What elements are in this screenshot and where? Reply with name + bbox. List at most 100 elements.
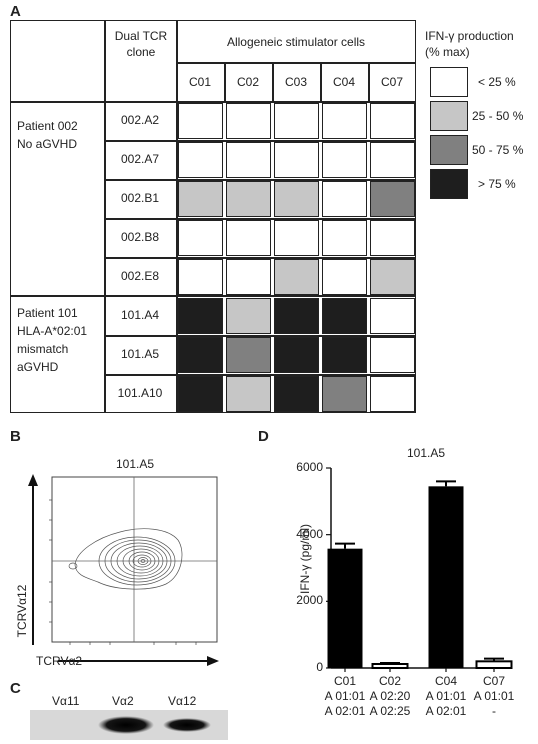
allogeneic-header: Allogeneic stimulator cells xyxy=(226,35,366,49)
western-blot xyxy=(30,710,228,740)
clone-label-002-e8: 002.E8 xyxy=(120,269,160,283)
sep-stim-col-4 xyxy=(368,62,370,101)
legend-swatch-gt75 xyxy=(430,169,468,199)
heat-cell-002-e8-c03 xyxy=(274,259,319,295)
bar-c04 xyxy=(428,486,464,668)
band-va2 xyxy=(98,716,154,734)
heat-cell-101-a4-c02 xyxy=(226,298,271,334)
x-cat-label-c01-0: C01 xyxy=(333,674,356,688)
panel-a-label: A xyxy=(10,3,21,20)
sep-row-4 xyxy=(104,257,416,259)
x-cat-label-c04-2: A 02:01 xyxy=(425,704,467,718)
heat-cell-101-a5-c02 xyxy=(226,337,271,373)
sep-stim-col-1 xyxy=(224,62,226,101)
table-frame xyxy=(10,20,416,413)
contour-5 xyxy=(116,545,164,577)
group-patient-002: Patient 002 No aGVHD xyxy=(17,117,78,153)
y-tick-label-2000: 2000 xyxy=(296,593,323,608)
stim-header-c03: C03 xyxy=(284,75,307,89)
group-101-line3: mismatch xyxy=(17,342,69,356)
legend-label-25-50: 25 - 50 % xyxy=(472,109,524,123)
heat-cell-002-e8-c02 xyxy=(226,259,271,295)
plot-frame xyxy=(51,476,218,643)
clone-label-101-a4: 101.A4 xyxy=(120,308,160,322)
heat-cell-101-a5-c01 xyxy=(178,337,223,373)
stim-header-c04: C04 xyxy=(332,75,355,89)
heat-cell-002-a2-c04 xyxy=(322,103,367,139)
group-101-line2: HLA-A*02:01 xyxy=(17,324,88,338)
heat-cell-002-a2-c03 xyxy=(274,103,319,139)
heat-cell-002-b8-c04 xyxy=(322,220,367,256)
group-101-line4: aGVHD xyxy=(17,360,59,374)
heat-cell-002-e8-c07 xyxy=(370,259,415,295)
heat-cell-002-b8-c01 xyxy=(178,220,223,256)
group-002-line2: No aGVHD xyxy=(17,137,78,151)
panel-b-xlabel: TCRVα2 xyxy=(36,654,83,668)
heat-cell-101-a4-c01 xyxy=(178,298,223,334)
heat-cell-101-a10-c07 xyxy=(370,376,415,412)
heat-cell-002-a7-c01 xyxy=(178,142,223,178)
dual-tcr-header-line2: clone xyxy=(126,45,156,59)
x-cat-label-c04-0: C04 xyxy=(434,674,457,688)
sep-row-1 xyxy=(104,140,416,142)
contour-tail xyxy=(68,562,78,570)
sep-header xyxy=(10,101,416,103)
contour-outer xyxy=(74,528,183,590)
legend-label-lt25: < 25 % xyxy=(478,75,516,89)
contour-8 xyxy=(132,554,152,568)
heat-cell-002-b8-c02 xyxy=(226,220,271,256)
sep-group-boundary xyxy=(10,295,416,297)
x-cat-label-c02-0: C02 xyxy=(378,674,401,688)
clone-label-002-a2: 002.A2 xyxy=(120,113,160,127)
contour-7 xyxy=(128,551,156,571)
band-va12 xyxy=(163,718,211,732)
lane-label-va11: Vα11 xyxy=(52,694,80,708)
heat-cell-002-e8-c01 xyxy=(178,259,223,295)
panel-b-label: B xyxy=(10,428,21,445)
contour-3 xyxy=(104,539,172,583)
heat-cell-002-a7-c07 xyxy=(370,142,415,178)
x-cat-label-c07-0: C07 xyxy=(482,674,505,688)
legend-swatch-50-75 xyxy=(430,135,468,165)
sep-row-7 xyxy=(104,374,416,376)
contour-10 xyxy=(140,559,146,563)
heat-cell-002-a7-c03 xyxy=(274,142,319,178)
stim-header-c02: C02 xyxy=(236,75,259,89)
clone-label-002-a7: 002.A7 xyxy=(120,152,160,166)
legend-swatch-25-50 xyxy=(430,101,468,131)
heat-cell-002-b1-c07 xyxy=(370,181,415,217)
contour-9 xyxy=(137,557,149,565)
legend-title: IFN-γ production (% max) xyxy=(425,28,514,60)
legend-label-gt75: > 75 % xyxy=(478,177,516,191)
heat-cell-101-a4-c04 xyxy=(322,298,367,334)
clone-label-002-b8: 002.B8 xyxy=(120,230,160,244)
contour-4 xyxy=(110,542,168,580)
heat-cell-002-a7-c04 xyxy=(322,142,367,178)
heat-cell-101-a5-c03 xyxy=(274,337,319,373)
sep-row-6 xyxy=(104,335,416,337)
x-cat-label-c04-1: A 01:01 xyxy=(425,689,467,703)
clone-label-101-a10: 101.A10 xyxy=(117,386,163,400)
dual-tcr-header-line1: Dual TCR xyxy=(114,29,168,43)
panel-b-title: 101.A5 xyxy=(115,457,155,471)
clone-label-101-a5: 101.A5 xyxy=(120,347,160,361)
heat-cell-002-e8-c04 xyxy=(322,259,367,295)
y-tick-label-6000: 6000 xyxy=(296,460,323,474)
y-tick-label-0: 0 xyxy=(316,660,323,674)
x-cat-label-c07-2: - xyxy=(492,704,496,718)
heat-cell-101-a4-c03 xyxy=(274,298,319,334)
sep-stim-col-3 xyxy=(320,62,322,101)
heat-cell-002-a2-c07 xyxy=(370,103,415,139)
x-cat-label-c02-1: A 02:20 xyxy=(369,689,411,703)
lane-label-va2: Vα2 xyxy=(112,694,134,708)
legend-swatch-lt25 xyxy=(430,67,468,97)
lane-label-va12: Vα12 xyxy=(168,694,197,708)
legend-label-50-75: 50 - 75 % xyxy=(472,143,524,157)
heat-cell-002-a2-c02 xyxy=(226,103,271,139)
sep-stim-col-2 xyxy=(272,62,274,101)
contour-6 xyxy=(122,548,160,574)
group-101-line1: Patient 101 xyxy=(17,306,78,320)
y-axis-arrowhead xyxy=(28,474,38,486)
heat-cell-101-a5-c04 xyxy=(322,337,367,373)
